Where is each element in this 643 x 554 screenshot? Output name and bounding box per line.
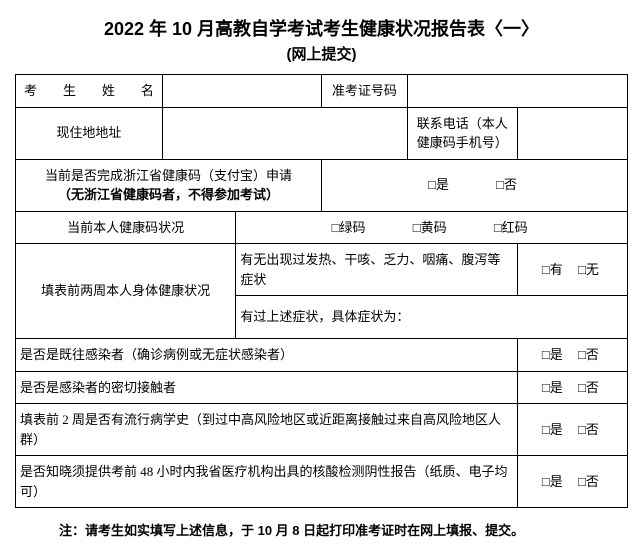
field-past-infected[interactable]: □是 □否 (517, 339, 627, 372)
table-row: 现住地地址 联系电话（本人健康码手机号） (16, 107, 628, 159)
checkbox-have[interactable]: □有 (542, 260, 563, 280)
label-epidemiology: 填表前 2 周是否有流行病学史（到过中高风险地区或近距离接触过来自高风险地区人群… (16, 404, 518, 456)
checkbox-red[interactable]: □红码 (494, 218, 528, 238)
checkbox-no[interactable]: □否 (578, 345, 599, 365)
table-row: 考生姓名 准考证号码 (16, 75, 628, 108)
checkbox-no[interactable]: □否 (578, 378, 599, 398)
health-code-apply-line2: （无浙江省健康码者，不得参加考试） (20, 185, 317, 205)
checkbox-green[interactable]: □绿码 (332, 218, 366, 238)
checkbox-yes[interactable]: □是 (542, 472, 563, 492)
footer-note: 注：请考生如实填写上述信息，于 10 月 8 日起打印准考证时在网上填报、提交。 (15, 520, 628, 539)
field-close-contact[interactable]: □是 □否 (517, 371, 627, 404)
label-past-infected: 是否是既往感染者（确诊病例或无症状感染者） (16, 339, 518, 372)
label-phone: 联系电话（本人健康码手机号） (407, 107, 517, 159)
field-health-code-status[interactable]: □绿码 □黄码 □红码 (236, 211, 628, 244)
label-health-code-status: 当前本人健康码状况 (16, 211, 236, 244)
label-address: 现住地地址 (16, 107, 163, 159)
checkbox-yes[interactable]: □是 (542, 345, 563, 365)
checkbox-none[interactable]: □无 (578, 260, 599, 280)
table-row: 填表前 2 周是否有流行病学史（到过中高风险地区或近距离接触过来自高风险地区人群… (16, 404, 628, 456)
label-symptoms: 有无出现过发热、干咳、乏力、咽痛、腹泻等症状 (236, 244, 518, 296)
field-address[interactable] (162, 107, 407, 159)
table-row: 是否是既往感染者（确诊病例或无症状感染者） □是 □否 (16, 339, 628, 372)
checkbox-yes[interactable]: □是 (428, 175, 449, 195)
table-row: 当前本人健康码状况 □绿码 □黄码 □红码 (16, 211, 628, 244)
page-title: 2022 年 10 月高教自学考试考生健康状况报告表〈一〉 (15, 15, 628, 41)
checkbox-yes[interactable]: □是 (542, 378, 563, 398)
table-row: 是否知晓须提供考前 48 小时内我省医疗机构出具的核酸检测阴性报告（纸质、电子均… (16, 456, 628, 508)
field-phone[interactable] (517, 107, 627, 159)
field-symptoms[interactable]: □有 □无 (517, 244, 627, 296)
label-symptoms-detail[interactable]: 有过上述症状，具体症状为： (236, 296, 628, 339)
label-exam-no: 准考证号码 (321, 75, 407, 108)
label-nucleic-acid: 是否知晓须提供考前 48 小时内我省医疗机构出具的核酸检测阴性报告（纸质、电子均… (16, 456, 518, 508)
table-row: 当前是否完成浙江省健康码（支付宝）申请 （无浙江省健康码者，不得参加考试） □是… (16, 159, 628, 211)
checkbox-no[interactable]: □否 (496, 175, 517, 195)
health-code-apply-line1: 当前是否完成浙江省健康码（支付宝）申请 (20, 166, 317, 186)
checkbox-yellow[interactable]: □黄码 (413, 218, 447, 238)
health-report-table: 考生姓名 准考证号码 现住地地址 联系电话（本人健康码手机号） 当前是否完成浙江… (15, 74, 628, 508)
table-row: 填表前两周本人身体健康状况 有无出现过发热、干咳、乏力、咽痛、腹泻等症状 □有 … (16, 244, 628, 296)
field-nucleic-acid[interactable]: □是 □否 (517, 456, 627, 508)
field-epidemiology[interactable]: □是 □否 (517, 404, 627, 456)
page-subtitle: (网上提交) (15, 43, 628, 64)
label-two-weeks: 填表前两周本人身体健康状况 (16, 244, 236, 339)
field-exam-no[interactable] (407, 75, 627, 108)
label-health-code-apply: 当前是否完成浙江省健康码（支付宝）申请 （无浙江省健康码者，不得参加考试） (16, 159, 322, 211)
label-name: 考生姓名 (16, 75, 163, 108)
field-name[interactable] (162, 75, 321, 108)
field-health-code-apply[interactable]: □是 □否 (321, 159, 627, 211)
table-row: 是否是感染者的密切接触者 □是 □否 (16, 371, 628, 404)
checkbox-yes[interactable]: □是 (542, 420, 563, 440)
checkbox-no[interactable]: □否 (578, 420, 599, 440)
label-close-contact: 是否是感染者的密切接触者 (16, 371, 518, 404)
checkbox-no[interactable]: □否 (578, 472, 599, 492)
